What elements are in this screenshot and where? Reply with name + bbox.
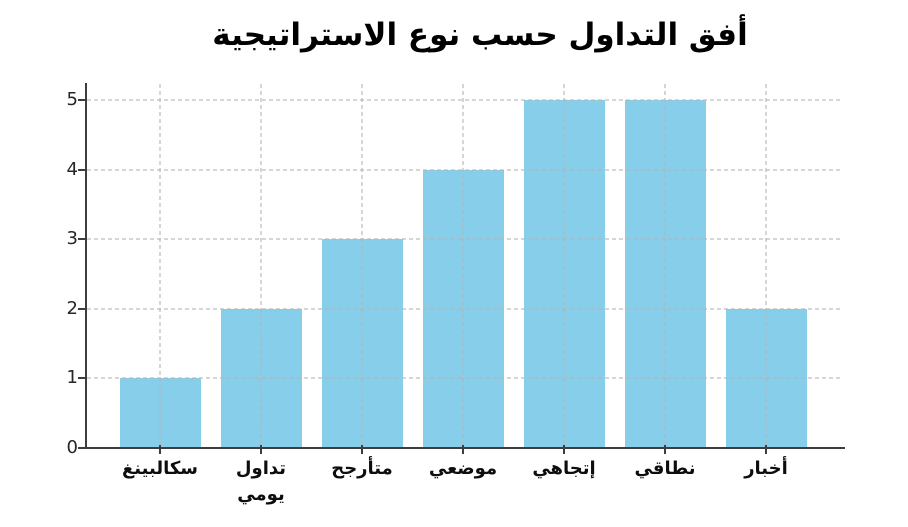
x-tick-swing	[361, 445, 363, 454]
gridline-y-2	[87, 307, 843, 310]
x-category-label-day-trading: تداول يومي	[235, 458, 287, 505]
y-tick-1	[78, 377, 86, 380]
x-tick-position	[462, 445, 464, 454]
y-tick-0	[78, 447, 86, 449]
y-tick-label-2: 2	[66, 297, 78, 319]
gridline-y-4	[87, 168, 843, 171]
y-tick-label-0: 0	[66, 437, 78, 458]
y-tick-label-3: 3	[66, 228, 78, 250]
x-tick-directional	[563, 445, 565, 454]
gridline-x-directional	[563, 84, 565, 447]
gridline-y-3	[87, 238, 843, 241]
y-tick-label-5: 5	[66, 89, 78, 110]
gridline-x-swing	[361, 84, 363, 447]
y-tick-5	[78, 99, 86, 101]
y-tick-4	[78, 168, 86, 171]
x-axis-spine	[85, 447, 845, 449]
x-tick-day-trading	[260, 445, 262, 454]
gridline-x-range	[664, 84, 666, 447]
x-category-label-swing: متأرجح	[331, 458, 393, 479]
y-tick-label-4: 4	[66, 158, 78, 180]
x-tick-scalping	[159, 445, 161, 454]
x-tick-news	[765, 445, 767, 454]
gridline-y-5	[87, 99, 843, 101]
y-tick-3	[78, 238, 86, 241]
x-tick-range	[664, 445, 666, 454]
y-axis-spine	[85, 83, 87, 449]
x-category-label-range: نطاقي	[634, 458, 696, 479]
gridline-x-news	[765, 84, 767, 447]
gridline-x-scalping	[159, 84, 161, 447]
chart-title: أفق التداول حسب نوع الاستراتيجية	[212, 17, 748, 53]
x-category-label-scalping: سكالبينغ	[121, 458, 199, 479]
y-tick-2	[78, 307, 86, 310]
x-category-label-news: أخبار	[744, 458, 788, 479]
gridline-y-1	[87, 377, 843, 380]
y-tick-label-1: 1	[66, 367, 78, 389]
gridline-x-day-trading	[260, 84, 262, 447]
gridline-x-position	[462, 84, 464, 447]
x-category-label-position: موضعي	[428, 458, 498, 479]
x-category-label-directional: إتجاهي	[532, 458, 596, 479]
